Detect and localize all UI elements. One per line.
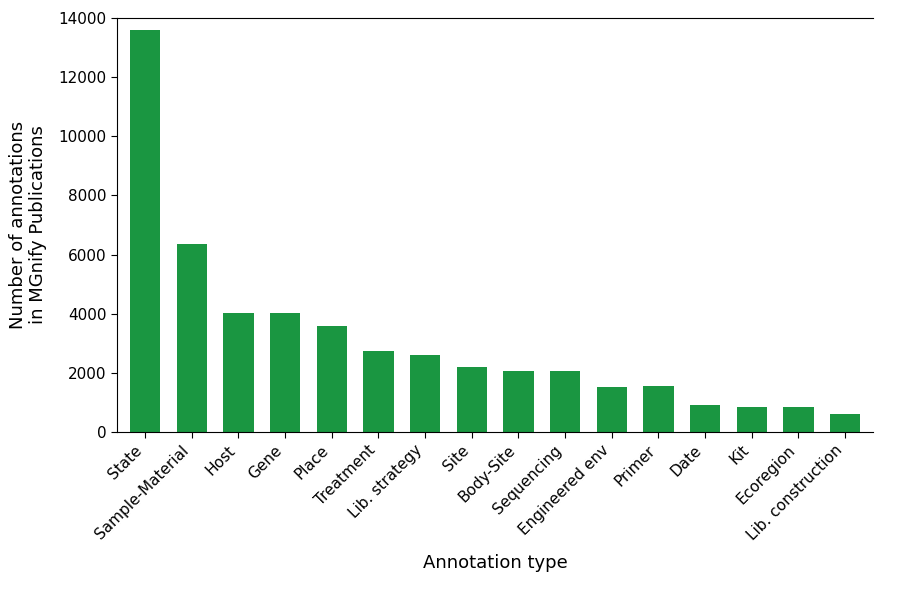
Bar <box>830 414 860 432</box>
Bar <box>644 386 673 432</box>
Bar <box>456 367 487 432</box>
Bar <box>597 387 626 432</box>
Y-axis label: Number of annotations
in MGnify Publications: Number of annotations in MGnify Publicat… <box>8 121 48 329</box>
Bar <box>364 350 393 432</box>
Bar <box>689 406 720 432</box>
Bar <box>503 371 534 432</box>
Bar <box>410 355 440 432</box>
Bar <box>317 326 346 432</box>
Bar <box>550 371 580 432</box>
Bar <box>270 313 301 432</box>
Bar <box>176 244 207 432</box>
Bar <box>736 407 767 432</box>
Bar <box>130 30 160 432</box>
Bar <box>783 407 814 432</box>
X-axis label: Annotation type: Annotation type <box>423 554 567 572</box>
Bar <box>223 313 254 432</box>
